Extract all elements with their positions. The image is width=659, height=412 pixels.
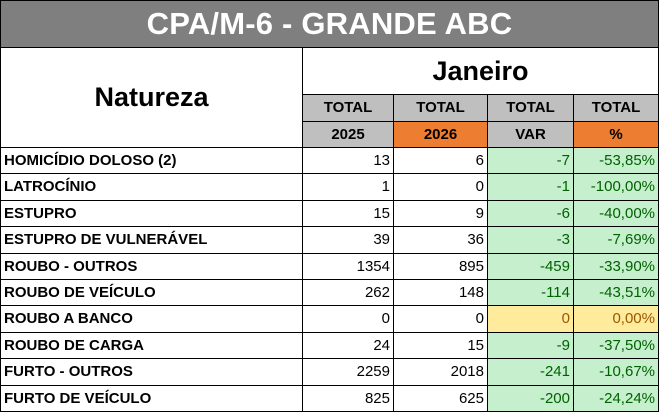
col-header-total-pct: TOTAL [574, 94, 658, 121]
row-percent: -24,24% [574, 385, 658, 411]
table-row: FURTO DE VEÍCULO 825 625 -200 -24,24% [1, 384, 658, 411]
row-total-2026: 9 [394, 200, 488, 227]
col-header-total-2025: TOTAL [303, 94, 394, 121]
row-percent: -53,85% [574, 148, 658, 174]
row-variation: -9 [488, 332, 574, 359]
row-total-2025: 2259 [303, 359, 394, 385]
row-natureza: ESTUPRO [1, 200, 303, 227]
row-variation: -3 [488, 227, 574, 253]
row-total-2026: 36 [394, 227, 488, 253]
col-header-total-2026: TOTAL [394, 94, 488, 121]
table-row: HOMICÍDIO DOLOSO (2) 13 6 -7 -53,85% [1, 147, 658, 174]
row-percent: -43,51% [574, 279, 658, 306]
row-variation: -1 [488, 174, 574, 200]
row-percent: -37,50% [574, 332, 658, 359]
table-row: ROUBO DE CARGA 24 15 -9 -37,50% [1, 331, 658, 359]
row-total-2026: 895 [394, 253, 488, 279]
row-total-2025: 1354 [303, 253, 394, 279]
row-percent: -10,67% [574, 359, 658, 385]
row-percent: -7,69% [574, 227, 658, 253]
col-header-total-var: TOTAL [488, 94, 574, 121]
row-total-2025: 1 [303, 174, 394, 200]
col-header-percent: % [574, 121, 658, 147]
row-total-2025: 825 [303, 385, 394, 411]
row-total-2025: 262 [303, 279, 394, 306]
row-total-2025: 15 [303, 200, 394, 227]
row-percent: -100,00% [574, 174, 658, 200]
table-row: ROUBO DE VEÍCULO 262 148 -114 -43,51% [1, 278, 658, 306]
row-natureza: HOMICÍDIO DOLOSO (2) [1, 148, 303, 174]
table-row: ROUBO - OUTROS 1354 895 -459 -33,90% [1, 252, 658, 279]
row-natureza: FURTO DE VEÍCULO [1, 385, 303, 411]
row-total-2026: 2018 [394, 359, 488, 385]
row-total-2025: 39 [303, 227, 394, 253]
row-natureza: LATROCÍNIO [1, 174, 303, 200]
row-natureza: ESTUPRO DE VULNERÁVEL [1, 227, 303, 253]
row-variation: 0 [488, 306, 574, 332]
table-title: CPA/M-6 - GRANDE ABC [1, 1, 658, 48]
col-header-2026: 2026 [394, 121, 488, 147]
row-natureza: ROUBO DE CARGA [1, 332, 303, 359]
row-total-2026: 15 [394, 332, 488, 359]
row-total-2026: 6 [394, 148, 488, 174]
natureza-header: Natureza [1, 48, 303, 147]
table-row: FURTO - OUTROS 2259 2018 -241 -10,67% [1, 358, 658, 385]
month-header: Janeiro [432, 56, 529, 86]
table-body: HOMICÍDIO DOLOSO (2) 13 6 -7 -53,85% LAT… [1, 147, 658, 411]
row-variation: -7 [488, 148, 574, 174]
row-natureza: ROUBO - OUTROS [1, 253, 303, 279]
row-total-2026: 0 [394, 174, 488, 200]
row-total-2025: 24 [303, 332, 394, 359]
row-natureza: FURTO - OUTROS [1, 359, 303, 385]
row-percent: -33,90% [574, 253, 658, 279]
row-total-2025: 13 [303, 148, 394, 174]
row-natureza: ROUBO A BANCO [1, 306, 303, 332]
row-variation: -241 [488, 359, 574, 385]
row-total-2026: 148 [394, 279, 488, 306]
row-natureza: ROUBO DE VEÍCULO [1, 279, 303, 306]
row-total-2026: 0 [394, 306, 488, 332]
row-percent: 0,00% [574, 306, 658, 332]
row-total-2025: 0 [303, 306, 394, 332]
table-row: ROUBO A BANCO 0 0 0 0,00% [1, 305, 658, 332]
row-variation: -200 [488, 385, 574, 411]
col-header-2025: 2025 [303, 121, 394, 147]
row-variation: -459 [488, 253, 574, 279]
row-percent: -40,00% [574, 200, 658, 227]
row-variation: -6 [488, 200, 574, 227]
table-row: LATROCÍNIO 1 0 -1 -100,00% [1, 173, 658, 200]
row-variation: -114 [488, 279, 574, 306]
col-header-var: VAR [488, 121, 574, 147]
table-row: ESTUPRO 15 9 -6 -40,00% [1, 199, 658, 227]
row-total-2026: 625 [394, 385, 488, 411]
table-row: ESTUPRO DE VULNERÁVEL 39 36 -3 -7,69% [1, 226, 658, 253]
